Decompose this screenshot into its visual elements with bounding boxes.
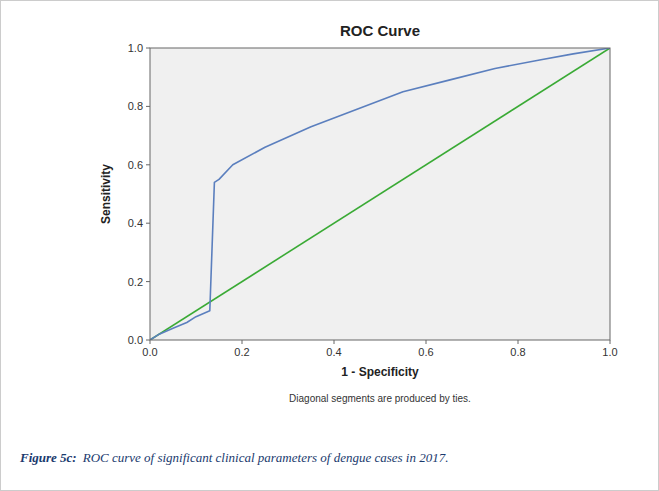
tick-label: 0.4 — [326, 346, 341, 358]
tick-label: 0.6 — [128, 159, 143, 171]
tick — [146, 164, 150, 165]
tick-label: 1.0 — [128, 42, 143, 54]
border — [1, 1, 659, 491]
series-group — [150, 48, 610, 340]
tick — [242, 340, 243, 344]
tick-label: 0.2 — [234, 346, 249, 358]
tick — [146, 48, 150, 49]
tick — [146, 281, 150, 282]
tick — [146, 340, 150, 341]
tick-label: 0.8 — [510, 346, 525, 358]
x-axis-label: 1 - Specificity — [341, 365, 419, 379]
caption-text: ROC curve of significant clinical parame… — [82, 450, 449, 465]
tick — [150, 340, 151, 344]
tick-label: 0.8 — [128, 100, 143, 112]
caption: Figure 5c: ROC curve of significant clini… — [19, 450, 448, 465]
y-axis-label: Sensitivity — [99, 164, 113, 224]
tick-label: 0.0 — [142, 346, 157, 358]
tick — [518, 340, 519, 344]
line — [150, 48, 610, 340]
caption-bold: Figure 5c: — [19, 450, 77, 465]
subtitle: Diagonal segments are produced by ties. — [289, 393, 471, 404]
tick — [426, 340, 427, 344]
tick — [610, 340, 611, 344]
tick-label: 0.0 — [128, 334, 143, 346]
title: ROC Curve — [340, 22, 420, 39]
axis-frame — [150, 48, 610, 340]
tick — [146, 106, 150, 107]
chart: 0.0 0.2 0.4 0.6 0.8 1.0 0.0 0.2 0.4 0.6 0.8 1.0 ROC … — [0, 0, 659, 491]
tick — [146, 223, 150, 224]
tick — [334, 340, 335, 344]
tick-label: 1.0 — [602, 346, 617, 358]
tick-label: 0.2 — [128, 276, 143, 288]
line — [150, 48, 610, 340]
tick-label: 0.4 — [128, 217, 143, 229]
tick-label: 0.6 — [418, 346, 433, 358]
plot-area — [150, 48, 610, 340]
